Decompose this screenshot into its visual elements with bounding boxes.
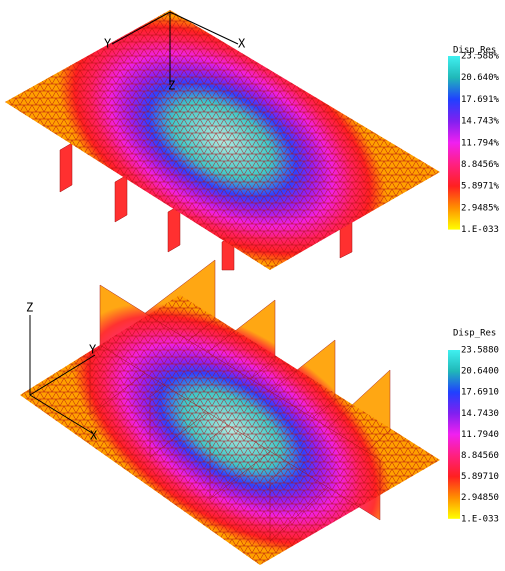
axis-label: X	[90, 429, 98, 443]
legend-label: 2.94850	[461, 493, 499, 503]
legend-label: 20.640%	[461, 73, 500, 83]
legend-label: 11.7940	[461, 430, 499, 440]
legend-label: 1.E-033	[461, 225, 499, 235]
legend-label: 23.5880	[461, 346, 499, 356]
legends: 23.588% 20.640% 17.691% 14.743% 11.794% 8.845…	[448, 52, 500, 525]
legend-label: 23.588%	[461, 52, 500, 62]
fem-results: X Y Z Z Y X Disp_Res Disp_Res 23.588%20.…	[0, 0, 505, 571]
legend-label: 17.691%	[461, 95, 500, 105]
axis-label: Z	[26, 301, 33, 315]
color-bar	[448, 350, 460, 519]
axis-label: Z	[168, 79, 175, 93]
legend-label: 2.9485%	[461, 203, 500, 213]
legend-label: 20.6400	[461, 367, 499, 377]
legend-label: 5.8971%	[461, 182, 500, 192]
legend-label: 1.E-033	[461, 514, 499, 524]
legend-label: 11.794%	[461, 138, 500, 148]
legend-label: 14.743%	[461, 117, 500, 127]
legend-label: 5.89710	[461, 472, 499, 482]
color-bar	[448, 56, 460, 230]
mesh	[20, 295, 440, 565]
legend-label: 17.6910	[461, 388, 499, 398]
mesh	[5, 10, 440, 270]
legend-label: 14.7430	[461, 409, 499, 419]
axis-label: Y	[104, 37, 112, 51]
axis-label: Y	[89, 343, 97, 357]
axis-label: X	[238, 37, 246, 51]
legend-label: 8.8456%	[461, 160, 500, 170]
legend-label: 8.84560	[461, 451, 499, 461]
legend-title: Disp_Res	[453, 329, 496, 339]
